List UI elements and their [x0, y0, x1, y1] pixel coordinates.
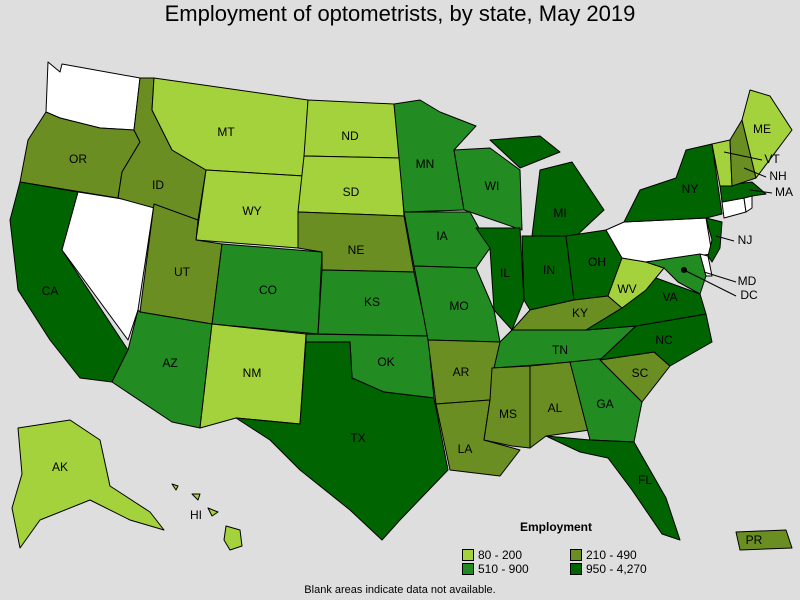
legend-item-1: 80 - 200 — [462, 548, 522, 562]
label-ga: GA — [596, 397, 613, 411]
label-la: LA — [458, 442, 473, 456]
legend-label-2: 510 - 900 — [478, 562, 529, 576]
label-il: IL — [500, 266, 510, 280]
label-mt: MT — [217, 125, 235, 139]
label-ny: NY — [682, 182, 699, 196]
legend-swatch-2 — [462, 563, 474, 575]
label-wi: WI — [485, 179, 500, 193]
label-ky: KY — [572, 306, 588, 320]
state-tx[interactable] — [235, 341, 449, 541]
label-md: MD — [738, 274, 757, 288]
label-nh: NH — [769, 169, 786, 183]
legend-title: Employment — [520, 520, 593, 534]
label-ia: IA — [436, 229, 447, 243]
label-nd: ND — [341, 129, 359, 143]
legend-item-2: 510 - 900 — [462, 562, 529, 576]
footnote: Blank areas indicate data not available. — [304, 584, 496, 596]
label-al: AL — [548, 401, 563, 415]
legend-swatch-1 — [462, 549, 474, 561]
legend-item-4: 950 - 4,270 — [570, 562, 647, 576]
leader-nj — [715, 235, 735, 242]
state-ak[interactable] — [11, 419, 165, 549]
label-or: OR — [69, 152, 87, 166]
label-id: ID — [152, 178, 164, 192]
label-pr: PR — [746, 533, 763, 547]
map-title: Employment of optometrists, by state, Ma… — [164, 1, 636, 26]
label-ca: CA — [42, 284, 59, 298]
label-ok: OK — [377, 355, 394, 369]
label-wy: WY — [242, 204, 261, 218]
leader-ma — [749, 189, 773, 194]
legend-label-4: 950 - 4,270 — [586, 562, 647, 576]
label-wv: WV — [617, 282, 636, 296]
label-tn: TN — [552, 343, 568, 357]
leader-md — [703, 271, 737, 283]
label-me: ME — [753, 122, 771, 136]
state-mi[interactable] — [489, 135, 605, 239]
label-mo: MO — [449, 299, 468, 313]
state-wi[interactable] — [453, 147, 523, 231]
label-ks: KS — [364, 295, 380, 309]
label-mi: MI — [553, 206, 566, 220]
state-ia[interactable] — [403, 211, 491, 269]
label-ne: NE — [348, 243, 365, 257]
label-vt: VT — [764, 152, 780, 166]
legend-label-3: 210 - 490 — [586, 548, 637, 562]
legend-label-1: 80 - 200 — [478, 548, 523, 562]
label-dc: DC — [740, 288, 758, 302]
state-pr[interactable] — [735, 529, 793, 551]
label-ma: MA — [775, 185, 793, 199]
label-tx: TX — [350, 431, 365, 445]
legend-item-3: 210 - 490 — [570, 548, 637, 562]
state-hi[interactable] — [171, 483, 243, 551]
label-va: VA — [662, 290, 677, 304]
label-ut: UT — [174, 265, 191, 279]
label-nm: NM — [243, 366, 262, 380]
state-me[interactable] — [741, 89, 793, 179]
state-nj[interactable] — [705, 217, 723, 263]
state-mo[interactable] — [413, 265, 501, 343]
label-az: AZ — [162, 356, 177, 370]
leader-dc — [683, 269, 737, 297]
state-fl[interactable] — [545, 435, 681, 541]
label-nc: NC — [655, 333, 673, 347]
label-ms: MS — [499, 407, 517, 421]
legend-swatch-3 — [570, 549, 582, 561]
label-ak: AK — [52, 460, 68, 474]
label-fl: FL — [638, 473, 652, 487]
label-ar: AR — [453, 365, 470, 379]
state-de[interactable] — [699, 253, 713, 277]
label-nj: NJ — [738, 233, 753, 247]
label-oh: OH — [588, 255, 606, 269]
state-ma[interactable] — [719, 181, 767, 203]
leader-vt — [723, 151, 763, 161]
label-co: CO — [259, 283, 277, 297]
state-ny[interactable] — [623, 143, 723, 223]
state-ri[interactable] — [743, 195, 753, 213]
label-mn: MN — [416, 157, 435, 171]
label-sc: SC — [632, 366, 649, 380]
label-sd: SD — [343, 185, 360, 199]
leader-nh — [743, 167, 767, 178]
label-in: IN — [543, 263, 555, 277]
label-hi: HI — [190, 508, 202, 522]
legend-swatch-4 — [570, 563, 582, 575]
